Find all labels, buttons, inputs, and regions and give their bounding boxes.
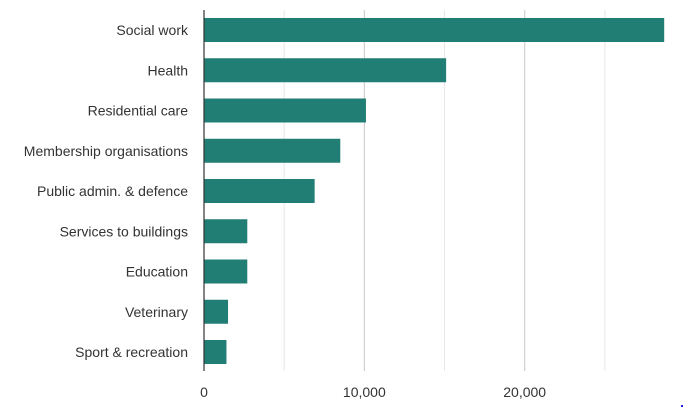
category-label: Membership organisations — [24, 143, 188, 159]
bar-layer — [204, 18, 665, 364]
category-labels: Social work Health Residential care Members… — [24, 22, 189, 360]
category-label: Public admin. & defence — [37, 183, 188, 199]
category-label: Social work — [116, 22, 189, 38]
category-label: Residential care — [88, 103, 189, 119]
bar — [204, 340, 227, 364]
bar — [204, 299, 229, 324]
category-label: Veterinary — [125, 304, 188, 320]
x-tick-label: 10,000 — [343, 384, 386, 400]
category-label: Services to buildings — [60, 223, 188, 239]
bar — [204, 179, 315, 203]
category-label: Health — [148, 62, 188, 78]
bar — [204, 259, 248, 284]
x-tick-label: 0 — [200, 384, 208, 400]
category-label: Sport & recreation — [75, 344, 188, 360]
bar — [204, 98, 366, 123]
bar — [204, 219, 248, 244]
corner-dot — [681, 405, 683, 407]
category-label: Education — [126, 264, 188, 280]
bar — [204, 138, 341, 163]
bar — [204, 58, 447, 83]
x-axis-tick-labels: 0 10,000 20,000 — [200, 384, 546, 400]
x-tick-label: 20,000 — [503, 384, 546, 400]
bar — [204, 18, 665, 42]
